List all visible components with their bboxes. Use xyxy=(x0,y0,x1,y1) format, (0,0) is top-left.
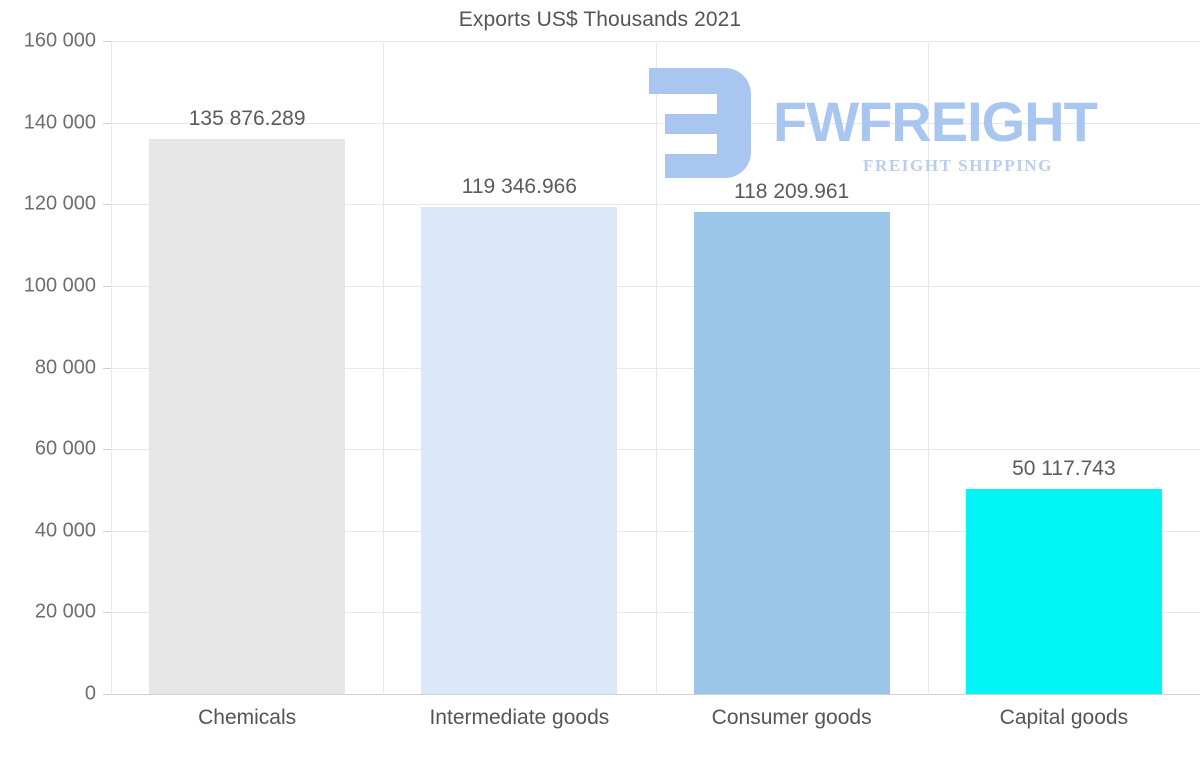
bar[interactable] xyxy=(421,206,618,694)
gridline-horizontal xyxy=(111,367,1200,369)
x-axis-category-label: Capital goods xyxy=(999,706,1129,729)
y-axis-tick-label: 40 000 xyxy=(34,519,96,542)
x-axis-category-label: Intermediate goods xyxy=(429,706,610,729)
y-axis-tick-label: 120 000 xyxy=(23,192,96,215)
y-axis-tick-label: 20 000 xyxy=(34,600,96,623)
y-axis-tick-label: 160 000 xyxy=(23,29,96,52)
x-axis-baseline xyxy=(111,694,1200,695)
y-axis-tick-mark xyxy=(103,694,111,695)
bar-value-label: 119 346.966 xyxy=(461,174,577,198)
bar[interactable] xyxy=(965,489,1162,694)
y-axis-tick-mark xyxy=(103,612,111,614)
y-axis-tick-mark xyxy=(103,204,111,206)
x-axis-category-label: Consumer goods xyxy=(711,706,872,729)
y-axis-tick-mark xyxy=(103,367,111,369)
gridline-vertical xyxy=(656,41,657,694)
y-axis-tick-mark xyxy=(103,285,111,287)
bar[interactable] xyxy=(149,139,346,694)
bar[interactable] xyxy=(693,211,890,694)
chart-title: Exports US$ Thousands 2021 xyxy=(458,8,742,31)
gridline-vertical xyxy=(928,41,929,694)
gridline-horizontal xyxy=(111,449,1200,451)
plot-area xyxy=(111,41,1200,695)
x-axis-category-label: Chemicals xyxy=(198,706,297,729)
gridline-horizontal xyxy=(111,41,1200,42)
y-axis-tick-mark xyxy=(103,449,111,451)
y-axis-tick-mark xyxy=(103,530,111,532)
y-axis-tick-mark xyxy=(103,122,111,124)
y-axis-tick-label: 140 000 xyxy=(23,111,96,134)
gridline-vertical xyxy=(383,41,384,694)
gridline-horizontal xyxy=(111,612,1200,614)
gridline-horizontal xyxy=(111,204,1200,206)
bar-value-label: 50 117.743 xyxy=(1012,457,1116,481)
gridline-horizontal xyxy=(111,285,1200,287)
y-axis-tick-label: 0 xyxy=(84,682,96,705)
y-axis-tick-label: 60 000 xyxy=(34,437,96,460)
y-axis-tick-label: 100 000 xyxy=(23,274,96,297)
y-axis-tick-label: 80 000 xyxy=(34,356,96,378)
y-axis-tick-mark xyxy=(103,41,111,42)
gridline-horizontal xyxy=(111,530,1200,532)
bar-value-label: 135 876.289 xyxy=(188,107,306,131)
bar-value-label: 118 209.961 xyxy=(734,179,850,203)
